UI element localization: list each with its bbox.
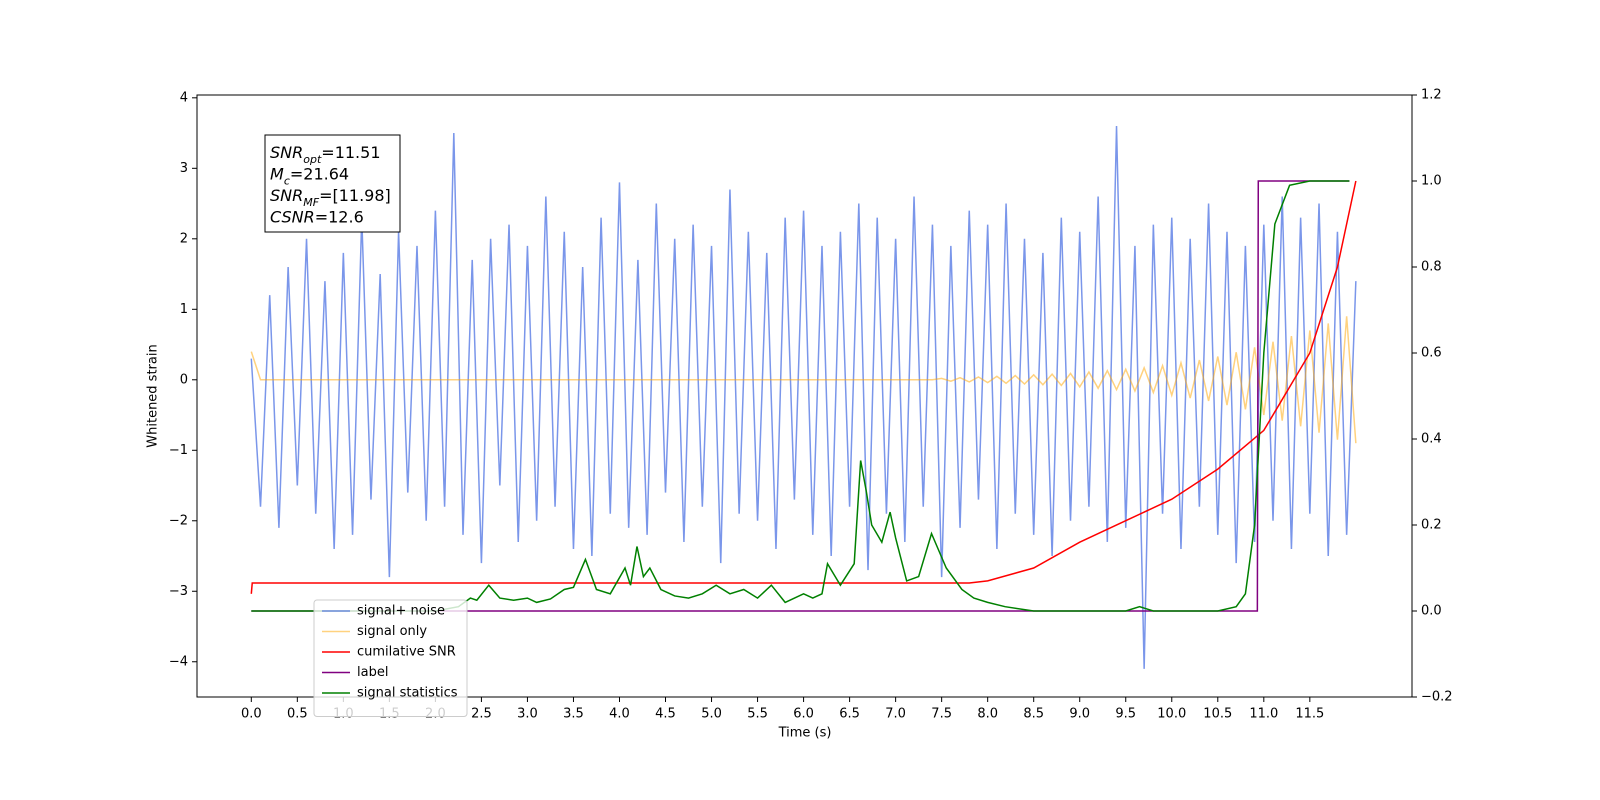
legend: signal+ noise signal only cumilative SNR la… [313,599,468,717]
x-tick-label: 3.0 [517,707,538,722]
annotation-box [264,134,401,233]
annotation-value: =21.64 [290,164,349,183]
series-line [251,180,1350,612]
annotation-value: =[11.98] [319,186,391,205]
annotation-line: CSNR=12.6 [270,207,364,226]
annotation-value: =12.6 [315,207,364,226]
legend-label: cumilative SNR [357,645,456,660]
y2-tick-label: 0.8 [1421,260,1442,275]
y2-tick-label: 0.2 [1421,518,1442,533]
annotation-line: SNRopt=11.51 [270,143,381,166]
x-tick-label: 6.0 [793,707,814,722]
x-tick-label: 11.0 [1249,707,1278,722]
y-tick-label: 0 [180,372,188,387]
annotation: SNRopt=11.51Mc=21.64SNRMF=[11.98]CSNR=12… [264,134,401,233]
annotation-symbol: SNR [270,143,303,162]
x-tick-label: 5.5 [747,707,768,722]
y2-tick-label: 0.0 [1421,604,1442,619]
y-tick-label: 2 [180,231,188,246]
annotation-line: SNRMF=[11.98] [270,186,391,209]
x-tick-label: 3.5 [563,707,584,722]
series-line [250,126,1357,669]
x-tick-label: 4.5 [655,707,676,722]
y2-tick-label: 1.0 [1421,174,1442,189]
annotation-line: Mc=21.64 [270,164,349,187]
series-line [250,180,1357,594]
y2-tick-label: −0.2 [1421,690,1453,705]
y2-tick-label: 0.6 [1421,346,1442,361]
annotation-subscript: c [284,174,290,187]
legend-label: signal statistics [357,686,458,701]
y-tick-label: −4 [169,654,188,669]
y-tick-label: 3 [180,161,188,176]
legend-box [313,599,468,717]
x-tick-label: 10.5 [1203,707,1232,722]
x-tick-label: 9.5 [1115,707,1136,722]
legend-label: signal only [357,624,427,639]
y2-tick-label: 1.2 [1421,88,1442,103]
x-tick-label: 0.0 [241,707,262,722]
annotation-subscript: opt [303,153,322,166]
legend-label: label [357,665,388,680]
x-tick-label: 10.0 [1157,707,1186,722]
x-tick-label: 2.5 [471,707,492,722]
y-tick-label: 1 [180,302,188,317]
x-tick-label: 8.5 [1023,707,1044,722]
y2-tick-label: 0.4 [1421,432,1442,447]
y-axis-label: Whitened strain [146,344,161,447]
legend-label: signal+ noise [357,604,445,619]
x-tick-label: 9.0 [1069,707,1090,722]
x-tick-label: 0.5 [287,707,308,722]
series-line [251,180,1350,612]
annotation-symbol: M [270,164,284,183]
annotation-symbol: CSNR [270,207,315,226]
x-tick-label: 5.0 [701,707,722,722]
x-tick-label: 7.0 [885,707,906,722]
y-tick-label: −1 [169,443,188,458]
x-tick-label: 7.5 [931,707,952,722]
x-tick-label: 11.5 [1295,707,1324,722]
plot-frame [196,94,1413,698]
x-tick-label: 6.5 [839,707,860,722]
annotation-value: =11.51 [321,143,380,162]
y-tick-label: −3 [169,584,188,599]
annotation-subscript: MF [303,196,319,209]
x-tick-label: 8.0 [977,707,998,722]
x-tick-label: 4.0 [609,707,630,722]
y-tick-label: −2 [169,513,188,528]
x-axis-label: Time (s) [778,726,832,741]
annotation-symbol: SNR [270,186,303,205]
series-line [250,316,1357,444]
y-tick-label: 4 [180,90,188,105]
